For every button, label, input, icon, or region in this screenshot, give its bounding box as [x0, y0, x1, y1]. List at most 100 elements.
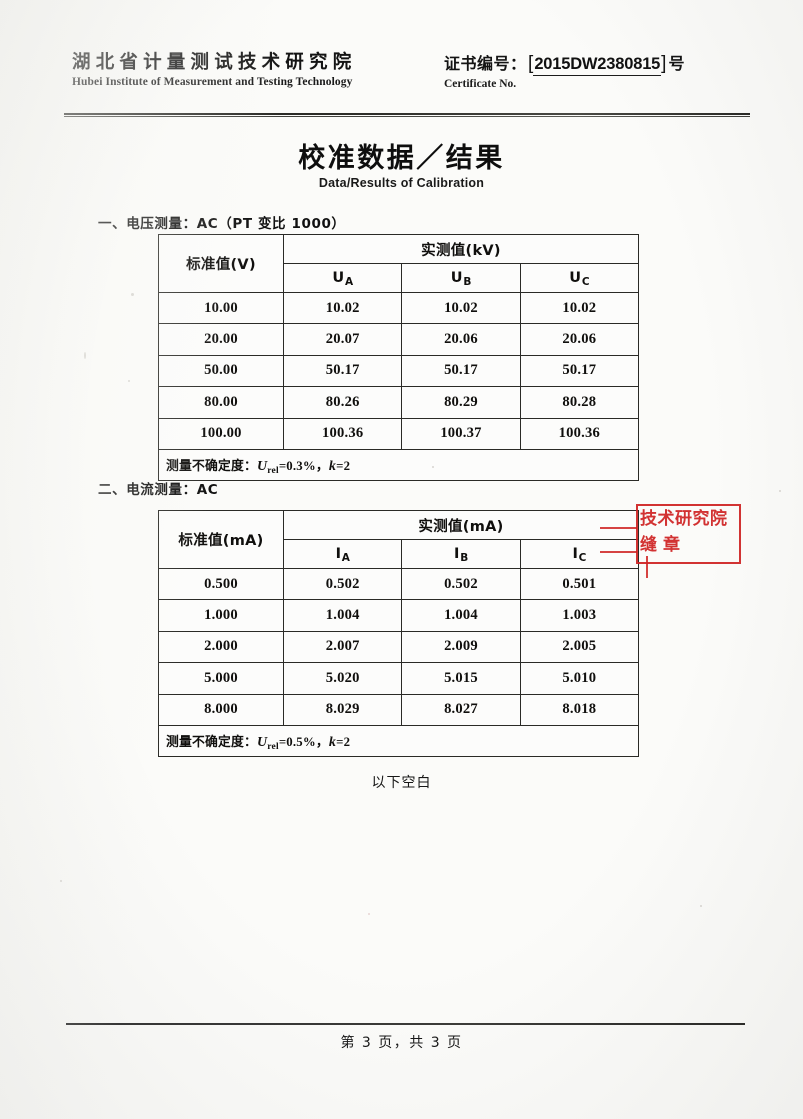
header-phase-c: IC [519, 539, 640, 569]
cell-phase-b: 5.015 [401, 662, 521, 695]
page-number-footer: 第 3 页，共 3 页 [340, 1035, 463, 1051]
cell-standard: 20.00 [158, 323, 284, 356]
table-row: 2.000 2.007 2.009 2.005 [158, 630, 640, 664]
organization-name-cn: 湖北省计量测试技术研究院 [72, 52, 357, 73]
note-prefix: 测量不确定度： [166, 734, 257, 749]
header-measured-group: 实测值(mA) [283, 510, 639, 540]
table-header-row: 标准值(mA) 实测值(mA) [158, 510, 639, 569]
scan-speck [368, 913, 370, 915]
note-symbol: U [256, 458, 268, 474]
table-row: 10.00 10.02 10.02 10.02 [158, 291, 640, 325]
cell-standard: 5.000 [158, 662, 284, 695]
page-title-cn: 校准数据／结果 [298, 143, 505, 174]
cell-standard: 2.000 [158, 630, 284, 664]
header-phase-c: UC [519, 263, 640, 293]
seal-line-1: 技术研究院 [640, 509, 728, 529]
note-k-value: =2 [336, 734, 351, 749]
bracket-close: ] [661, 53, 667, 74]
phase-c-subscript: C [581, 276, 590, 288]
phase-a-symbol: I [335, 546, 342, 562]
cell-phase-c: 1.003 [519, 599, 640, 632]
table-row: 100.00 100.36 100.37 100.36 [158, 417, 640, 450]
header-standard-value: 标准值(V) [158, 234, 284, 293]
phase-b-subscript: B [463, 276, 472, 288]
note-value: =0.5%， [278, 734, 329, 749]
scan-speck [131, 293, 134, 296]
cell-phase-b: 2.009 [401, 630, 521, 664]
cell-phase-c: 50.17 [519, 354, 640, 388]
cell-phase-c: 100.36 [519, 417, 640, 450]
cell-phase-c: 5.010 [519, 662, 640, 695]
current-measurement-table: 标准值(mA) 实测值(mA) IA IB IC 0.500 0.502 0.5… [158, 510, 640, 757]
header-phase-b: IB [401, 539, 521, 569]
phase-b-symbol: U [450, 270, 463, 286]
cell-phase-b: 1.004 [401, 599, 521, 632]
cell-standard: 80.00 [158, 386, 284, 419]
note-symbol: U [256, 734, 268, 750]
seal-tick-left-lower [600, 551, 637, 553]
header-divider [64, 113, 750, 118]
cell-phase-a: 5.020 [282, 662, 403, 695]
page-title-en: Data/Results of Calibration [318, 176, 485, 190]
note-subscript: rel [267, 465, 279, 476]
note-subscript: rel [267, 741, 279, 752]
header-measured-group: 实测值(kV) [283, 234, 639, 264]
page-header: 湖北省计量测试技术研究院 Hubei Institute of Measurem… [66, 48, 753, 100]
phase-c-symbol: I [572, 546, 579, 562]
note-value: =0.3%， [278, 458, 329, 473]
cell-phase-a: 100.36 [282, 417, 403, 450]
cell-phase-a: 0.502 [282, 567, 403, 601]
scan-speck [432, 466, 434, 468]
header-phase-a: IA [282, 539, 403, 569]
certificate-label-en: Certificate No. [444, 78, 517, 90]
table-row: 0.500 0.502 0.502 0.501 [158, 567, 640, 601]
table-row: 50.00 50.17 50.17 50.17 [158, 354, 640, 388]
seal-tick-vertical [646, 556, 648, 578]
section-heading-voltage: 一、电压测量：AC（PT 变比 1000） [98, 216, 346, 232]
phase-a-subscript: A [341, 552, 351, 564]
phase-c-symbol: U [569, 270, 582, 286]
organization-name-en: Hubei Institute of Measurement and Testi… [72, 76, 353, 88]
cell-phase-b: 80.29 [401, 386, 521, 419]
certificate-label-cn: 证书编号 [444, 54, 511, 73]
cell-phase-c: 2.005 [519, 630, 640, 664]
cell-phase-c: 10.02 [519, 291, 640, 325]
certificate-number-block: 证书编号 ： [ 2015DW2380815 ] 号 Certificate N… [444, 50, 684, 90]
table-note-row: 测量不确定度：Urel=0.5%，k=2 [158, 724, 639, 757]
cell-phase-b: 100.37 [401, 417, 521, 450]
cell-standard: 0.500 [158, 567, 284, 601]
phase-b-subscript: B [460, 552, 469, 564]
header-phase-a: UA [282, 263, 403, 293]
cell-phase-c: 0.501 [519, 567, 640, 601]
table-row: 5.000 5.020 5.015 5.010 [158, 662, 640, 695]
table-row: 80.00 80.26 80.29 80.28 [158, 386, 640, 419]
cell-phase-b: 20.06 [401, 323, 521, 356]
scan-speck [84, 352, 86, 359]
uncertainty-note-voltage: 测量不确定度：Urel=0.3%，k=2 [158, 448, 639, 481]
voltage-measurement-table: 标准值(V) 实测值(kV) UA UB UC 10.00 10.02 10.0… [158, 234, 640, 481]
cell-standard: 50.00 [158, 354, 284, 388]
cell-phase-a: 80.26 [282, 386, 403, 419]
table-row: 1.000 1.004 1.004 1.003 [158, 599, 640, 632]
header-standard-value: 标准值(mA) [158, 510, 284, 569]
certificate-colon: ： [510, 54, 527, 73]
cell-phase-b: 10.02 [401, 291, 521, 325]
header-phase-b: UB [401, 263, 521, 293]
cell-phase-c: 8.018 [519, 693, 640, 726]
cell-standard: 1.000 [158, 599, 284, 632]
cell-standard: 100.00 [158, 417, 284, 450]
blank-below-note: 以下空白 [371, 775, 432, 791]
phase-a-symbol: U [332, 270, 345, 286]
table-row: 8.000 8.029 8.027 8.018 [158, 693, 640, 726]
cell-phase-a: 20.07 [282, 323, 403, 356]
organization-block: 湖北省计量测试技术研究院 Hubei Institute of Measurem… [72, 48, 356, 88]
scan-speck [700, 905, 702, 907]
seal-tick-left-upper [600, 527, 637, 529]
certificate-number-line: 证书编号 ： [ 2015DW2380815 ] 号 [444, 50, 684, 76]
cell-phase-a: 8.029 [282, 693, 403, 726]
note-prefix: 测量不确定度： [166, 458, 257, 473]
section-heading-current: 二、电流测量：AC [98, 482, 219, 498]
scan-speck [128, 380, 130, 382]
cell-phase-c: 20.06 [519, 323, 640, 356]
cell-phase-c: 80.28 [519, 386, 640, 419]
